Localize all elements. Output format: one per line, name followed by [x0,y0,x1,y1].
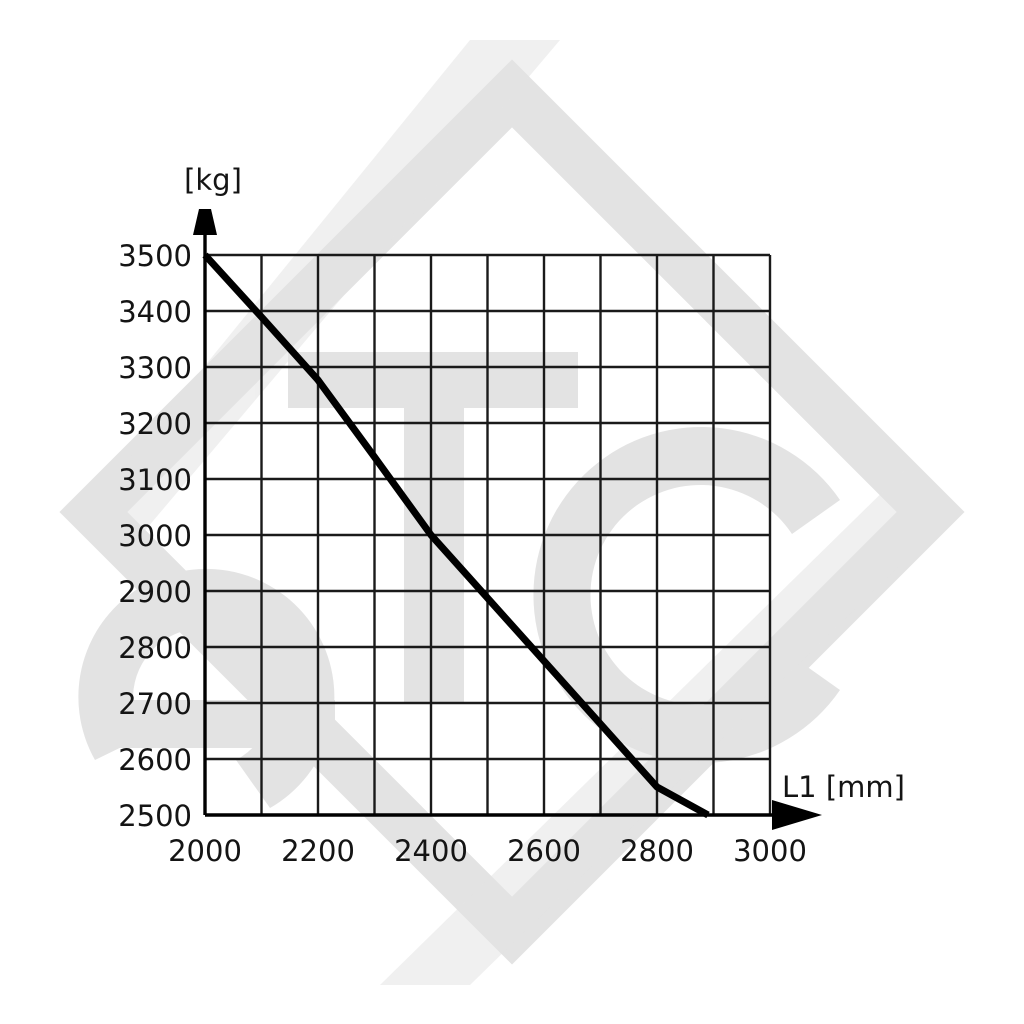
x-tick-label: 3000 [733,834,807,868]
y-tick-label: 3200 [118,407,192,441]
x-tick-labels: 2000 2200 2400 2600 2800 3000 [168,834,807,868]
watermark-letter-c [533,427,840,763]
y-tick-label: 3400 [118,295,192,329]
x-tick-label: 2000 [168,834,242,868]
y-tick-label: 3300 [118,351,192,385]
watermark-band-icon [120,40,905,985]
x-tick-label: 2800 [620,834,694,868]
watermark-letter-e [78,568,335,808]
y-tick-labels: 3500 3400 3300 3200 3100 3000 2900 2800 … [118,239,192,833]
y-tick-label: 3100 [118,463,192,497]
x-axis-arrow-icon [772,800,822,830]
y-tick-label: 3000 [118,519,192,553]
y-tick-label: 2500 [118,799,192,833]
x-axis-title: L1 [mm] [782,770,905,804]
load-curve-line [202,252,710,819]
watermark-letter-t [288,352,578,702]
y-tick-label: 2900 [118,575,192,609]
data-series-group [202,252,710,819]
y-tick-label: 3500 [118,239,192,273]
y-tick-label: 2600 [118,743,192,777]
y-axis-title: [kg] [184,163,242,197]
y-tick-label: 2700 [118,687,192,721]
x-tick-label: 2600 [507,834,581,868]
watermark-group [59,40,965,985]
x-tick-label: 2200 [281,834,355,868]
y-tick-label: 2800 [118,631,192,665]
y-axis-arrow-icon [193,209,217,235]
x-tick-label: 2400 [394,834,468,868]
